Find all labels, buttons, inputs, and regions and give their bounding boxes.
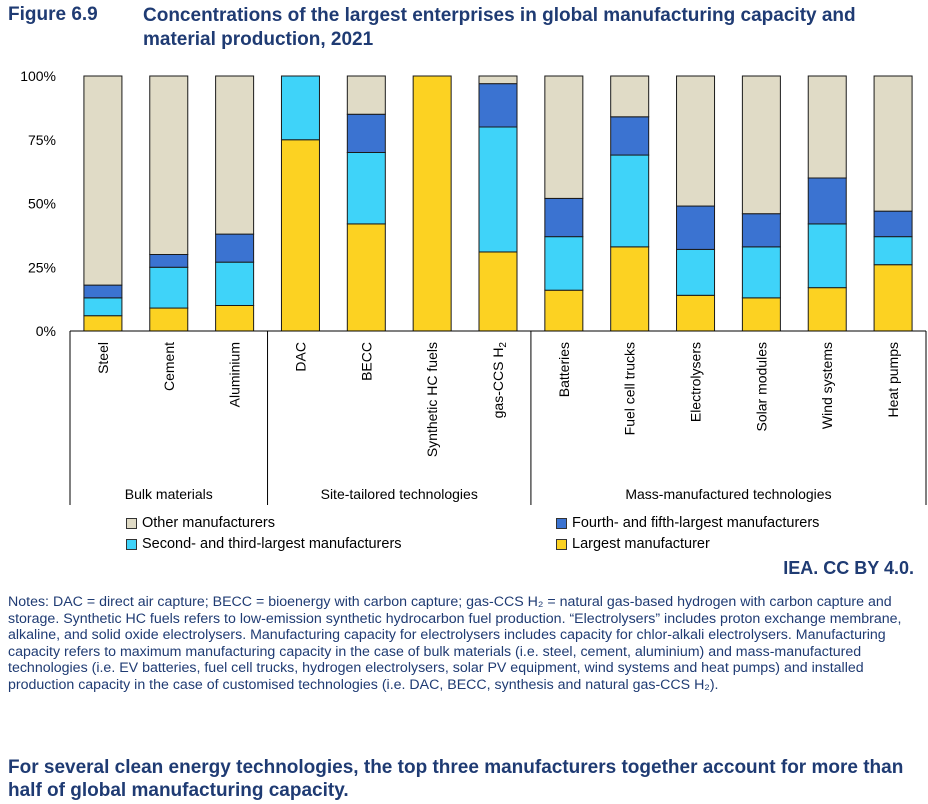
bar-solar-modules-largest (741, 297, 781, 332)
bar-solar-modules-other (741, 75, 781, 215)
bar-gas-ccs-h2-largest (478, 251, 518, 332)
legend-swatch-second-third (126, 538, 137, 550)
bar-becc-fourth-fifth (346, 113, 386, 153)
bar-cement-other (149, 75, 189, 255)
stacked-bar-chart: 0% 25% 50% 75% 100% Steel Cement Aluminium DAC BE… (20, 68, 927, 505)
bar-fuel-cell-trucks-largest (610, 246, 650, 332)
x-tick-label-solar-modules: Solar modules (753, 342, 769, 432)
legend-label-other: Other manufacturers (142, 515, 275, 531)
y-tick-label: 75% (28, 132, 56, 148)
bar-aluminium-fourth-fifth (215, 233, 255, 263)
bar-fuel-cell-trucks-second-third (610, 154, 650, 248)
key-takeaway: For several clean energy technologies, t… (8, 757, 904, 801)
bar-becc-second-third (346, 152, 386, 225)
legend-swatch-other (126, 517, 137, 529)
bar-wind-systems-fourth-fifth (807, 177, 847, 225)
legend-item-largest: Largest manufacturer (556, 536, 710, 552)
x-tick-label-dac: DAC (292, 342, 308, 372)
bar-heat-pumps-largest (873, 264, 913, 332)
bar-electrolysers-second-third (676, 248, 716, 296)
bar-electrolysers-largest (676, 294, 716, 332)
bar-steel-second-third (83, 297, 123, 317)
bar-wind-systems-other (807, 75, 847, 179)
group-label-bulk-materials: Bulk materials (125, 486, 213, 502)
legend-swatch-fourth-fifth (556, 517, 567, 529)
x-tick-label-wind-systems: Wind systems (819, 342, 835, 429)
x-tick-label-fuel-cell-trucks: Fuel cell trucks (622, 342, 638, 435)
legend-item-other: Other manufacturers (126, 515, 275, 531)
bar-electrolysers-other (676, 75, 716, 207)
bar-dac-second-third (280, 75, 320, 141)
group-label-site-tailored-technologies: Site-tailored technologies (321, 486, 478, 502)
credit-line: IEA. CC BY 4.0. (783, 558, 914, 578)
figure-label: Figure 6.9 (8, 4, 98, 25)
figure-notes: Notes: DAC = direct air capture; BECC = … (8, 594, 902, 693)
bar-heat-pumps-other (873, 75, 913, 212)
bar-batteries-second-third (544, 236, 584, 291)
bar-wind-systems-second-third (807, 223, 847, 289)
bar-heat-pumps-second-third (873, 236, 913, 266)
legend-label-second-third: Second- and third-largest manufacturers (142, 536, 402, 552)
bar-cement-fourth-fifth (149, 254, 189, 268)
x-tick-label-becc: BECC (358, 342, 374, 381)
x-tick-label-cement: Cement (161, 342, 177, 391)
bar-solar-modules-fourth-fifth (741, 213, 781, 248)
bar-gas-ccs-h2-other (478, 75, 518, 85)
y-tick-label: 0% (36, 323, 56, 339)
x-tick-label-aluminium: Aluminium (227, 342, 243, 407)
bar-becc-other (346, 75, 386, 115)
y-tick-label: 100% (20, 68, 56, 84)
bar-synthetic-hc-fuels-largest (412, 75, 452, 332)
bar-fuel-cell-trucks-other (610, 75, 650, 118)
legend-label-fourth-fifth: Fourth- and fifth-largest manufacturers (572, 515, 820, 531)
legend-item-second-third: Second- and third-largest manufacturers (126, 536, 402, 552)
bar-batteries-other (544, 75, 584, 199)
bar-aluminium-second-third (215, 261, 255, 306)
bar-batteries-fourth-fifth (544, 197, 584, 238)
legend-label-largest: Largest manufacturer (572, 536, 710, 552)
bar-solar-modules-second-third (741, 246, 781, 299)
bar-dac-largest (280, 139, 320, 332)
bar-steel-other (83, 75, 123, 286)
legend-swatch-largest (556, 538, 567, 550)
bar-cement-second-third (149, 266, 189, 309)
bar-aluminium-largest (215, 305, 255, 332)
x-tick-label-batteries: Batteries (556, 342, 572, 397)
bar-heat-pumps-fourth-fifth (873, 210, 913, 238)
figure-title: Concentrations of the largest enterprise… (143, 5, 856, 50)
bar-gas-ccs-h2-fourth-fifth (478, 83, 518, 128)
bar-becc-largest (346, 223, 386, 332)
x-tick-label-synthetic-hc-fuels: Synthetic HC fuels (424, 342, 440, 457)
x-tick-label-steel: Steel (95, 342, 111, 374)
bar-steel-largest (83, 315, 123, 332)
bar-steel-fourth-fifth (83, 284, 123, 299)
legend-item-fourth-fifth: Fourth- and fifth-largest manufacturers (556, 515, 819, 531)
bar-fuel-cell-trucks-fourth-fifth (610, 116, 650, 156)
group-label-mass-manufactured-technologies: Mass-manufactured technologies (625, 486, 831, 502)
bar-gas-ccs-h2-second-third (478, 126, 518, 253)
bar-aluminium-other (215, 75, 255, 235)
bar-wind-systems-largest (807, 287, 847, 332)
bar-electrolysers-fourth-fifth (676, 205, 716, 250)
y-tick-label: 25% (28, 259, 56, 275)
x-tick-label-heat-pumps: Heat pumps (885, 342, 901, 417)
x-tick-label-electrolysers: Electrolysers (688, 342, 704, 422)
y-tick-label: 50% (28, 196, 56, 212)
x-tick-label-gas-ccs-h2: gas-CCS H2 (490, 342, 509, 419)
bar-batteries-largest (544, 289, 584, 332)
bar-cement-largest (149, 307, 189, 332)
